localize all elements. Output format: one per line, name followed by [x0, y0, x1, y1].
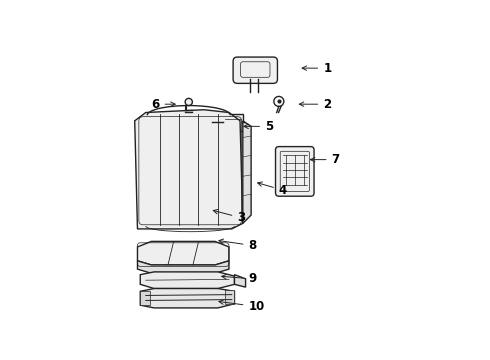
- Text: 6: 6: [151, 98, 175, 111]
- Text: 1: 1: [302, 62, 331, 75]
- Text: 9: 9: [221, 272, 257, 285]
- Bar: [225, 290, 235, 304]
- Text: 3: 3: [213, 210, 245, 224]
- FancyBboxPatch shape: [275, 147, 314, 196]
- Text: 2: 2: [299, 98, 331, 111]
- Polygon shape: [243, 121, 251, 223]
- Polygon shape: [140, 288, 235, 308]
- Circle shape: [202, 117, 212, 127]
- Text: 10: 10: [219, 300, 265, 313]
- Bar: [140, 291, 150, 305]
- FancyBboxPatch shape: [233, 57, 277, 84]
- Bar: [223, 114, 243, 131]
- Polygon shape: [138, 261, 229, 273]
- Polygon shape: [140, 272, 235, 288]
- Text: 4: 4: [258, 182, 287, 197]
- Polygon shape: [135, 110, 243, 229]
- Text: 7: 7: [311, 153, 340, 166]
- Polygon shape: [235, 275, 245, 287]
- Text: 8: 8: [219, 239, 257, 252]
- Circle shape: [185, 98, 193, 105]
- Polygon shape: [138, 242, 229, 265]
- Text: 5: 5: [244, 120, 273, 133]
